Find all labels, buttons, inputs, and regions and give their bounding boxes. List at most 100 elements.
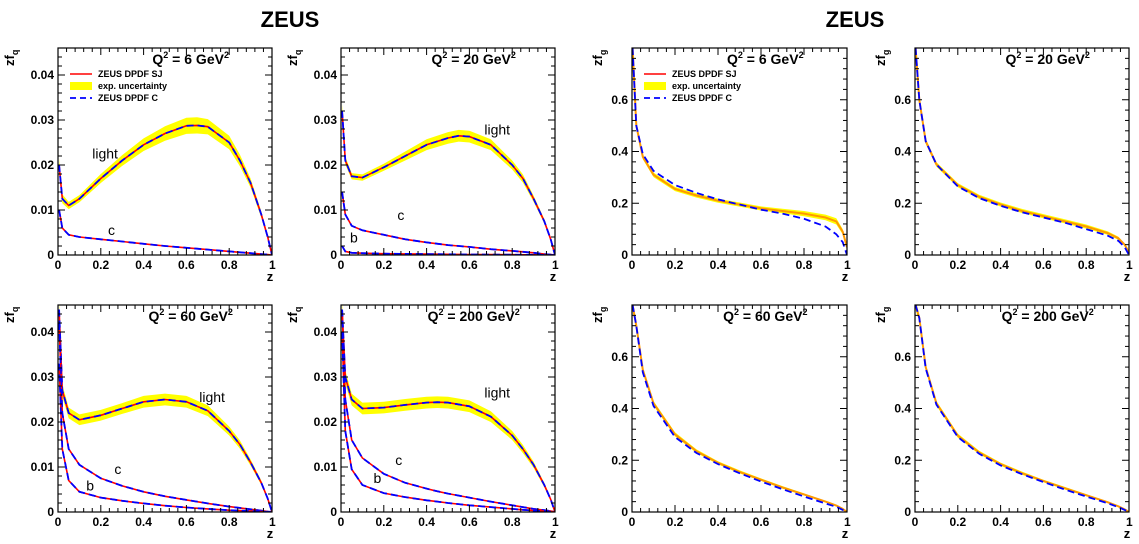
c-line-gluon [632,48,847,255]
header-left: ZEUS [261,7,320,32]
panel-title-part: 2 [1085,50,1090,60]
x-tick-label: 0 [629,515,636,529]
x-tick-label: 1 [1126,258,1133,272]
annotation-c: c [114,461,121,477]
x-tick-label: 0.2 [949,258,966,272]
panel-title-part: 2 [439,307,444,317]
y-tick-label: 0.01 [314,203,338,217]
plot-frame [340,47,556,256]
plot-area [341,104,555,255]
y-tick-label: 0 [330,505,337,519]
x-tick-label: 1 [1126,515,1133,529]
x-tick-label: 0.8 [504,258,521,272]
plot-area [632,48,847,255]
x-tick-label: 0.2 [92,258,109,272]
x-tick-label: 0.4 [992,515,1009,529]
plot-frame [631,304,848,513]
y-axis-label-main: zf [285,312,300,324]
panel-title: Q2 = 6 GeV2 [727,50,804,67]
x-axis-label: z [550,269,557,284]
y-axis-label-sub: g [598,50,608,56]
x-axis-label: z [550,526,557,539]
x-tick-label: 0.2 [667,258,684,272]
plot-frame [57,304,273,513]
y-tick-label: 0 [330,248,337,262]
panel-title-part: 2 [1089,307,1094,317]
x-tick-label: 0 [55,258,62,272]
x-tick-label: 0.2 [667,515,684,529]
y-tick-label: 0 [621,248,628,262]
y-tick-label: 0.03 [314,113,338,127]
x-tick-label: 0.6 [178,258,195,272]
plot-area [915,305,1129,512]
x-tick-label: 0.2 [375,515,392,529]
panel-title-part: 2 [163,50,168,60]
annotation-c: c [108,222,115,238]
panel-title-part: = 6 GeV [168,51,224,67]
y-tick-label: 0.02 [314,158,338,172]
c-line-b [341,331,555,512]
panel-title-part: Q [727,51,738,67]
x-tick-label: 0.6 [1035,515,1052,529]
x-tick-label: 0.6 [461,258,478,272]
plot-frame [57,47,273,256]
x-tick-label: 1 [269,515,276,529]
c-line-gluon [915,48,1129,255]
y-tick-label: 0.2 [894,196,911,210]
annotation-light: light [484,121,510,137]
y-tick-label: 0.04 [314,325,338,339]
x-tick-label: 0.8 [796,515,813,529]
x-tick-label: 0.6 [753,258,770,272]
plot-area [632,305,847,512]
x-tick-label: 0.4 [710,258,727,272]
y-axis-label-main: zf [873,55,888,67]
plot-area [341,305,555,512]
x-tick-label: 1 [844,258,851,272]
annotation-light: light [199,389,225,405]
legend: ZEUS DPDF SJ exp. uncertainty ZEUS DPDF C [70,69,167,103]
header-right: ZEUS [826,7,885,32]
x-axis-label: z [842,269,849,284]
panel-title-part: 2 [511,50,516,60]
c-line-gluon [915,305,1129,512]
x-tick-label: 0.8 [1078,258,1095,272]
y-tick-label: 0.02 [31,158,55,172]
panel-title-part: Q [149,308,160,324]
x-tick-label: 1 [844,515,851,529]
y-axis-label: zfq [2,50,20,66]
panel-title: Q2 = 6 GeV2 [152,50,229,67]
y-axis-label-sub: q [293,307,303,313]
panel-title: Q2 = 20 GeV2 [432,50,516,67]
x-tick-label: 0.8 [504,515,521,529]
legend: ZEUS DPDF SJ exp. uncertainty ZEUS DPDF C [644,69,741,103]
x-tick-label: 0.4 [418,515,435,529]
panel-title-part: 2 [159,307,164,317]
x-tick-label: 0.4 [418,258,435,272]
x-tick-label: 0.8 [1078,515,1095,529]
y-tick-label: 0.03 [31,370,55,384]
panel-title-part: 2 [224,50,229,60]
y-tick-label: 0.01 [314,460,338,474]
y-axis-label: zfq [285,50,303,66]
y-tick-label: 0 [621,505,628,519]
panel-title-part: = 6 GeV [743,51,799,67]
y-tick-label: 0.6 [611,350,628,364]
panel-title: Q2 = 60 GeV2 [149,307,233,324]
plot-area [58,305,272,512]
plot-area [915,48,1129,255]
panel-title-part: Q [152,51,163,67]
y-tick-label: 0.4 [894,145,911,159]
legend-label-sj: ZEUS DPDF SJ [98,69,163,79]
panel-title-part: 2 [802,307,807,317]
legend-label-unc: exp. uncertainty [672,81,741,91]
x-tick-label: 0 [338,515,345,529]
x-axis-label: z [267,526,274,539]
y-tick-label: 0.2 [611,196,628,210]
y-axis-label-main: zf [2,312,17,324]
plot-frame [631,47,848,256]
